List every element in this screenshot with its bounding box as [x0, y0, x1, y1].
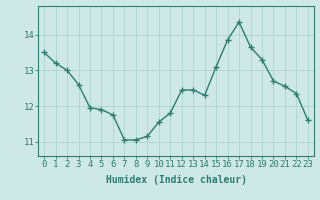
X-axis label: Humidex (Indice chaleur): Humidex (Indice chaleur) — [106, 175, 246, 185]
